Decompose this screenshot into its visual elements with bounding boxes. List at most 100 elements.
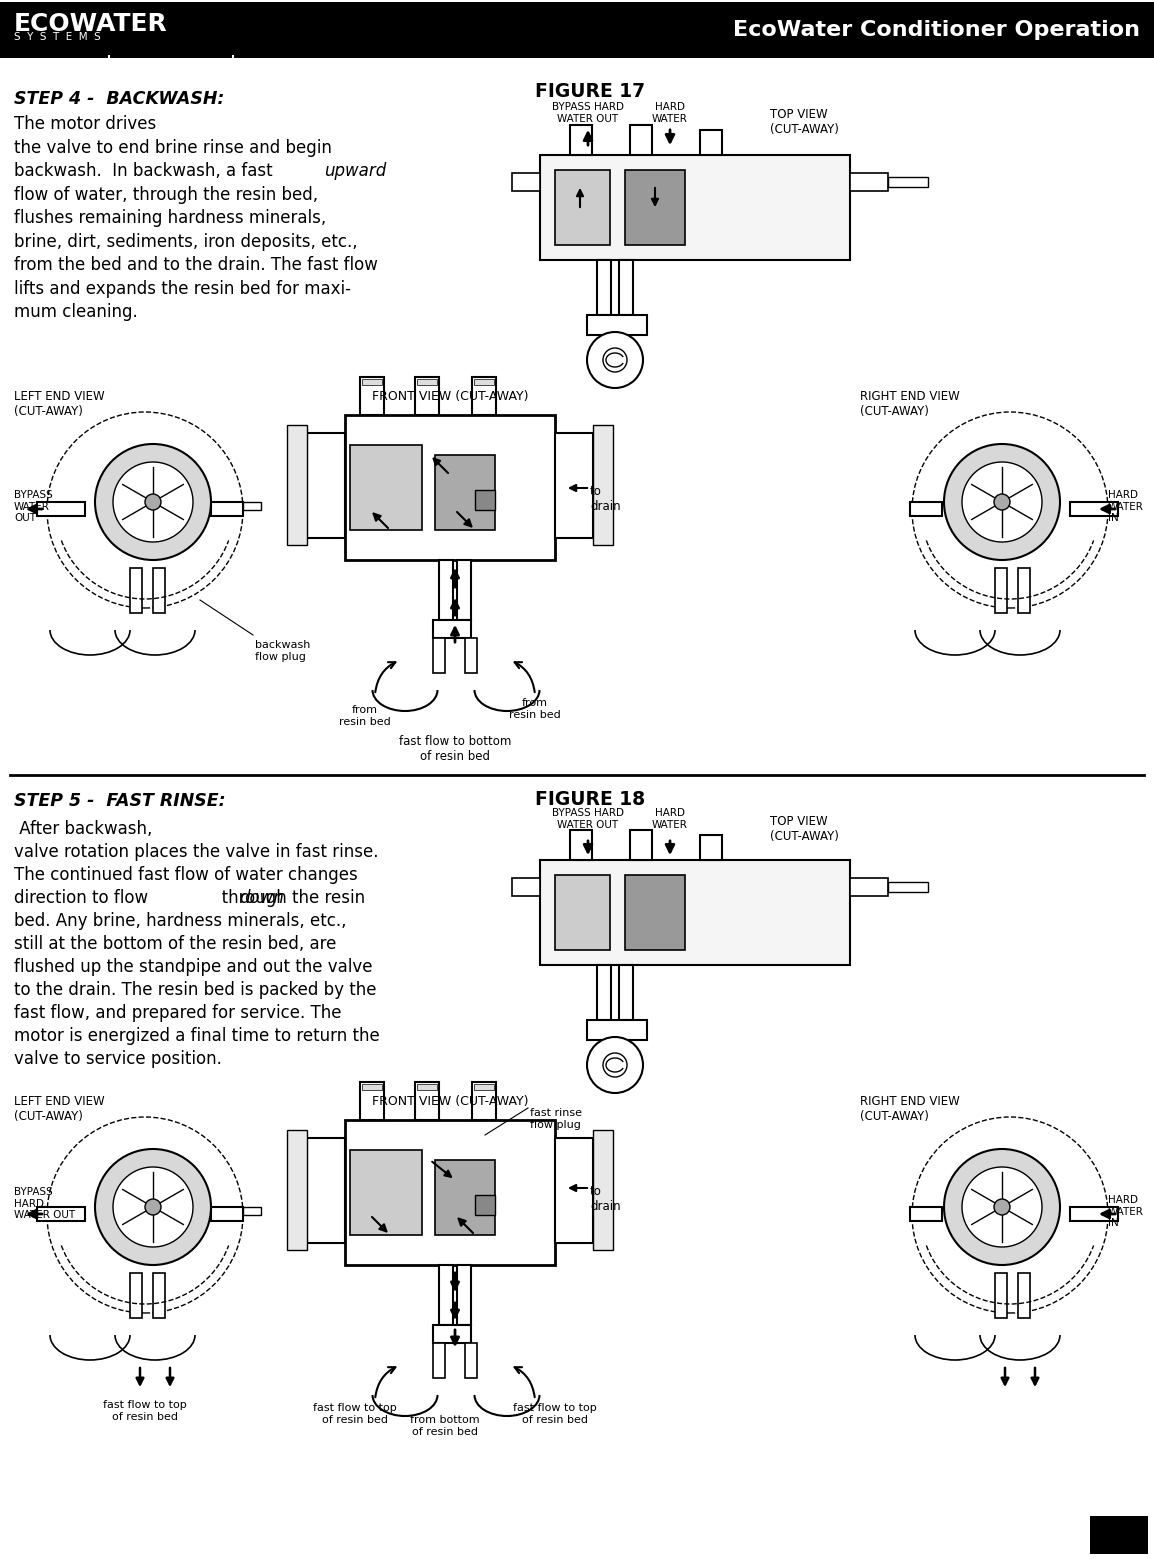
- Bar: [850, 173, 887, 192]
- Circle shape: [944, 1149, 1061, 1264]
- Bar: [439, 1264, 454, 1325]
- Bar: [1018, 1274, 1031, 1317]
- Bar: [700, 129, 722, 154]
- Circle shape: [145, 1199, 162, 1214]
- Bar: [37, 502, 85, 516]
- Circle shape: [145, 494, 162, 510]
- Bar: [1070, 1207, 1118, 1221]
- Circle shape: [994, 494, 1010, 510]
- Circle shape: [47, 1116, 243, 1313]
- Text: lifts and expands the resin bed for maxi-: lifts and expands the resin bed for maxi…: [14, 279, 351, 298]
- Circle shape: [944, 444, 1061, 560]
- Bar: [37, 1207, 85, 1221]
- Text: After backwash,: After backwash,: [14, 820, 152, 839]
- Bar: [362, 1084, 382, 1090]
- Bar: [433, 1342, 445, 1378]
- Text: down: down: [239, 889, 284, 907]
- Bar: [555, 433, 593, 538]
- Bar: [593, 1130, 613, 1250]
- Text: EcoWater Conditioner Operation: EcoWater Conditioner Operation: [733, 20, 1140, 41]
- Bar: [911, 1207, 942, 1221]
- Text: 27: 27: [1104, 8, 1133, 28]
- Text: backwash.  In backwash, a fast: backwash. In backwash, a fast: [14, 162, 319, 179]
- Text: ECOWATER: ECOWATER: [14, 12, 167, 36]
- Text: flushes remaining hardness minerals,: flushes remaining hardness minerals,: [14, 209, 327, 228]
- Bar: [435, 455, 495, 530]
- Text: the valve to end brine rinse and begin: the valve to end brine rinse and begin: [14, 139, 332, 156]
- Circle shape: [47, 412, 243, 608]
- Text: flushed up the standpipe and out the valve: flushed up the standpipe and out the val…: [14, 957, 373, 976]
- Bar: [417, 1084, 437, 1090]
- Bar: [465, 638, 477, 673]
- Bar: [555, 170, 610, 245]
- Bar: [415, 1082, 439, 1119]
- Bar: [540, 861, 850, 965]
- Bar: [625, 875, 685, 949]
- Bar: [540, 154, 850, 260]
- Text: FIGURE 18: FIGURE 18: [535, 790, 645, 809]
- Bar: [360, 1082, 384, 1119]
- Bar: [433, 620, 471, 638]
- Text: fast rinse
flow plug: fast rinse flow plug: [530, 1108, 582, 1130]
- Text: STEP 4 -  BACKWASH:: STEP 4 - BACKWASH:: [14, 90, 224, 108]
- Bar: [1018, 567, 1031, 613]
- Bar: [211, 502, 243, 516]
- Bar: [474, 1084, 494, 1090]
- Text: from
resin bed: from resin bed: [339, 705, 391, 726]
- Bar: [0, 0, 1154, 58]
- Bar: [472, 377, 496, 415]
- Text: flow of water, through the resin bed,: flow of water, through the resin bed,: [14, 186, 319, 204]
- Bar: [570, 125, 592, 154]
- Bar: [439, 560, 454, 620]
- Text: fast flow to top
of resin bed: fast flow to top of resin bed: [313, 1403, 397, 1425]
- Bar: [475, 1196, 495, 1214]
- Bar: [287, 426, 307, 546]
- Bar: [587, 1020, 647, 1040]
- Circle shape: [604, 1052, 627, 1077]
- Text: FIGURE 17: FIGURE 17: [535, 83, 645, 101]
- Text: BYPASS HARD
WATER OUT: BYPASS HARD WATER OUT: [552, 101, 624, 123]
- Bar: [130, 1274, 142, 1317]
- Circle shape: [912, 412, 1108, 608]
- Text: fast flow to top
of resin bed: fast flow to top of resin bed: [103, 1400, 187, 1422]
- Bar: [0, 0, 1154, 2]
- Text: upward: upward: [324, 162, 387, 179]
- Bar: [350, 1151, 422, 1235]
- Circle shape: [962, 1168, 1042, 1247]
- Bar: [1091, 1515, 1148, 1554]
- Text: direction to flow              through the resin: direction to flow through the resin: [14, 889, 365, 907]
- Bar: [307, 433, 345, 538]
- Bar: [474, 379, 494, 385]
- Bar: [457, 560, 471, 620]
- Bar: [1070, 502, 1118, 516]
- Bar: [587, 315, 647, 335]
- Bar: [619, 260, 634, 315]
- Text: to the drain. The resin bed is packed by the: to the drain. The resin bed is packed by…: [14, 981, 376, 999]
- Bar: [433, 1325, 471, 1342]
- Text: RIGHT END VIEW
(CUT-AWAY): RIGHT END VIEW (CUT-AWAY): [860, 390, 960, 418]
- Bar: [593, 426, 613, 546]
- Text: HARD
WATER
IN: HARD WATER IN: [1108, 1196, 1144, 1228]
- Text: The continued fast flow of water changes: The continued fast flow of water changes: [14, 865, 358, 884]
- Bar: [630, 829, 652, 861]
- Bar: [243, 1207, 261, 1214]
- Bar: [911, 502, 942, 516]
- Circle shape: [962, 461, 1042, 543]
- Text: RIGHT END VIEW
(CUT-AWAY): RIGHT END VIEW (CUT-AWAY): [860, 1094, 960, 1122]
- Circle shape: [912, 1116, 1108, 1313]
- Bar: [512, 173, 540, 192]
- Circle shape: [587, 332, 643, 388]
- Bar: [417, 379, 437, 385]
- Bar: [287, 1130, 307, 1250]
- Bar: [457, 1264, 471, 1325]
- Bar: [360, 377, 384, 415]
- Text: valve rotation places the valve in fast rinse.: valve rotation places the valve in fast …: [14, 843, 379, 861]
- Text: HARD
WATER
IN: HARD WATER IN: [1108, 490, 1144, 524]
- Text: from bottom
of resin bed: from bottom of resin bed: [410, 1416, 480, 1436]
- Bar: [345, 1119, 555, 1264]
- Bar: [130, 567, 142, 613]
- Text: brine, dirt, sediments, iron deposits, etc.,: brine, dirt, sediments, iron deposits, e…: [14, 232, 358, 251]
- Bar: [555, 875, 610, 949]
- Text: TOP VIEW
(CUT-AWAY): TOP VIEW (CUT-AWAY): [770, 815, 839, 843]
- Bar: [887, 178, 928, 187]
